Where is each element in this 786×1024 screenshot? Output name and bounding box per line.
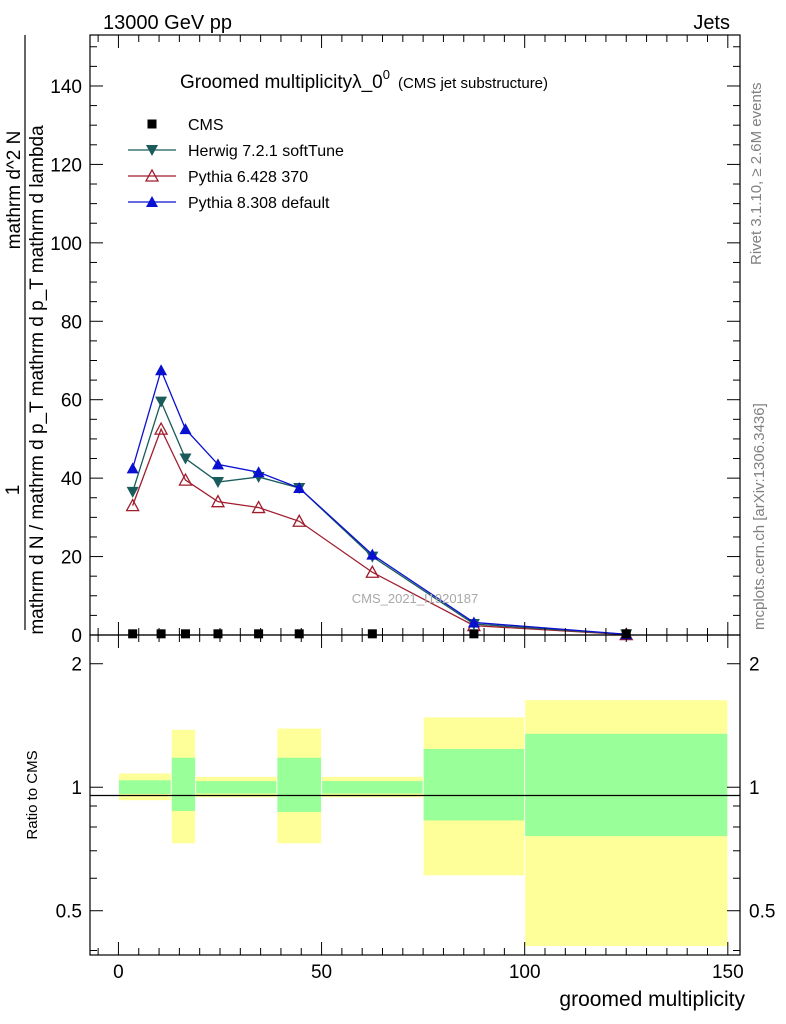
ratio-plot-frame (89, 634, 741, 956)
pythia6-marker (178, 472, 193, 486)
series-line-triangle-open (132, 427, 627, 636)
y-label-one: 1 (3, 485, 24, 496)
legend-label: CMS (188, 117, 224, 134)
pythia6-marker (210, 494, 226, 508)
x-tick-label: 100 (509, 962, 541, 983)
ratio-axes: 0.5 0.5 1 1 2 2 0 50 100 150 (56, 635, 775, 983)
x-tick-label: 150 (712, 962, 744, 983)
y-tick-label: 60 (61, 391, 82, 412)
pythia6-marker (251, 500, 266, 514)
ratio-y-axis-label: Ratio to CMS (24, 750, 41, 839)
pythia8-marker (467, 616, 480, 628)
pythia8-marker (293, 481, 306, 493)
ratio-y-tick-label: 2 (71, 655, 82, 676)
cms-data-point (213, 629, 223, 639)
ratio-y-tick-label-right: 0.5 (749, 902, 775, 923)
herwig-marker (211, 477, 224, 489)
header-energy-label: 13000 GeV pp (103, 12, 232, 34)
x-tick-label: 0 (113, 962, 124, 983)
herwig-marker (179, 453, 192, 465)
ratio-y-tick-label-right: 2 (749, 655, 760, 676)
y-tick-label: 20 (61, 548, 82, 569)
legend: CMS Herwig 7.2.1 softTune Pythia 6.428 370… (128, 117, 344, 212)
plot-title-superscript: 0 (383, 67, 390, 82)
main-y-axis-label: 1 mathrm d N / mathrm d p_T mathrm d p_T… (3, 35, 48, 635)
analysis-watermark: CMS_2021_I1920187 (352, 591, 479, 606)
herwig-marker (155, 396, 168, 408)
mcplots-source-label: mcplots.cern.ch [arXiv:1306.3436] (751, 403, 768, 630)
ratio-plot-panel: 0.5 0.5 1 1 2 2 0 50 100 150 Ratio to CMS groomed… (24, 634, 775, 1011)
y-tick-label: 100 (50, 234, 82, 255)
cms-data-point (294, 629, 304, 639)
cms-data-point (367, 629, 377, 639)
plot-title: Groomed multiplicityλ_00 (CMS jet substru… (180, 67, 548, 93)
ratio-bands-layer (118, 700, 728, 947)
ratio-band-inner (171, 757, 196, 812)
pythia8-marker (155, 364, 168, 376)
pythia8-marker (366, 548, 379, 560)
y-tick-label: 0 (71, 626, 82, 647)
ratio-band-inner (196, 781, 277, 794)
pythia6-marker (292, 513, 307, 527)
legend-label: Pythia 6.428 370 (188, 169, 308, 186)
herwig-marker (126, 486, 139, 498)
x-axis-label: groomed multiplicity (559, 988, 745, 1011)
y-label-denominator: mathrm d N / mathrm d p_T mathrm d p_T m… (27, 125, 48, 635)
pythia8-marker (179, 423, 192, 435)
cms-data-point (180, 629, 190, 639)
pythia8-marker (126, 462, 139, 474)
x-tick-label: 50 (311, 962, 332, 983)
cms-data-point (128, 629, 138, 639)
y-tick-label: 40 (61, 469, 82, 490)
pythia8-marker (146, 196, 158, 207)
cms-data-point (469, 629, 479, 639)
header-jets-label: Jets (693, 12, 730, 34)
ratio-y-tick-label: 0.5 (56, 902, 82, 923)
ratio-band-inner (277, 757, 322, 813)
legend-label: Pythia 8.308 default (188, 195, 330, 212)
rivet-version-label: Rivet 3.1.10, ≥ 2.6M events (748, 83, 765, 266)
pythia6-marker (365, 564, 380, 578)
plot-title-main: Groomed multiplicityλ_0 (180, 72, 383, 93)
y-tick-label: 140 (50, 77, 82, 98)
ratio-band-inner (118, 780, 171, 794)
ratio-y-tick-label: 1 (71, 778, 82, 799)
cms-data-point (254, 629, 264, 639)
pythia6-marker (153, 421, 169, 435)
ratio-y-tick-label-right: 1 (749, 778, 760, 799)
cms-data-point (156, 629, 166, 639)
main-plot-panel: 0 20 40 60 80 100 120 140 CMS_2021_I1920187 Gro… (3, 34, 741, 647)
y-tick-label: 80 (61, 312, 82, 333)
pythia8-marker (252, 466, 265, 478)
ratio-band-inner (423, 748, 525, 821)
legend-label: Herwig 7.2.1 softTune (188, 143, 344, 160)
pythia8-marker (211, 458, 224, 470)
cms-data-point (147, 119, 157, 129)
y-tick-label: 120 (50, 155, 82, 176)
herwig-marker (146, 145, 158, 156)
main-data-layer (125, 364, 634, 641)
pythia6-marker (144, 168, 160, 182)
ratio-band-inner (322, 781, 423, 794)
ratio-band-inner (525, 733, 728, 837)
pythia6-marker (125, 498, 140, 512)
main-axes: 0 20 40 60 80 100 120 140 (50, 35, 740, 647)
y-label-numerator: mathrm d^2 N (4, 131, 25, 250)
plot-title-suffix: (CMS jet substructure) (398, 75, 548, 92)
